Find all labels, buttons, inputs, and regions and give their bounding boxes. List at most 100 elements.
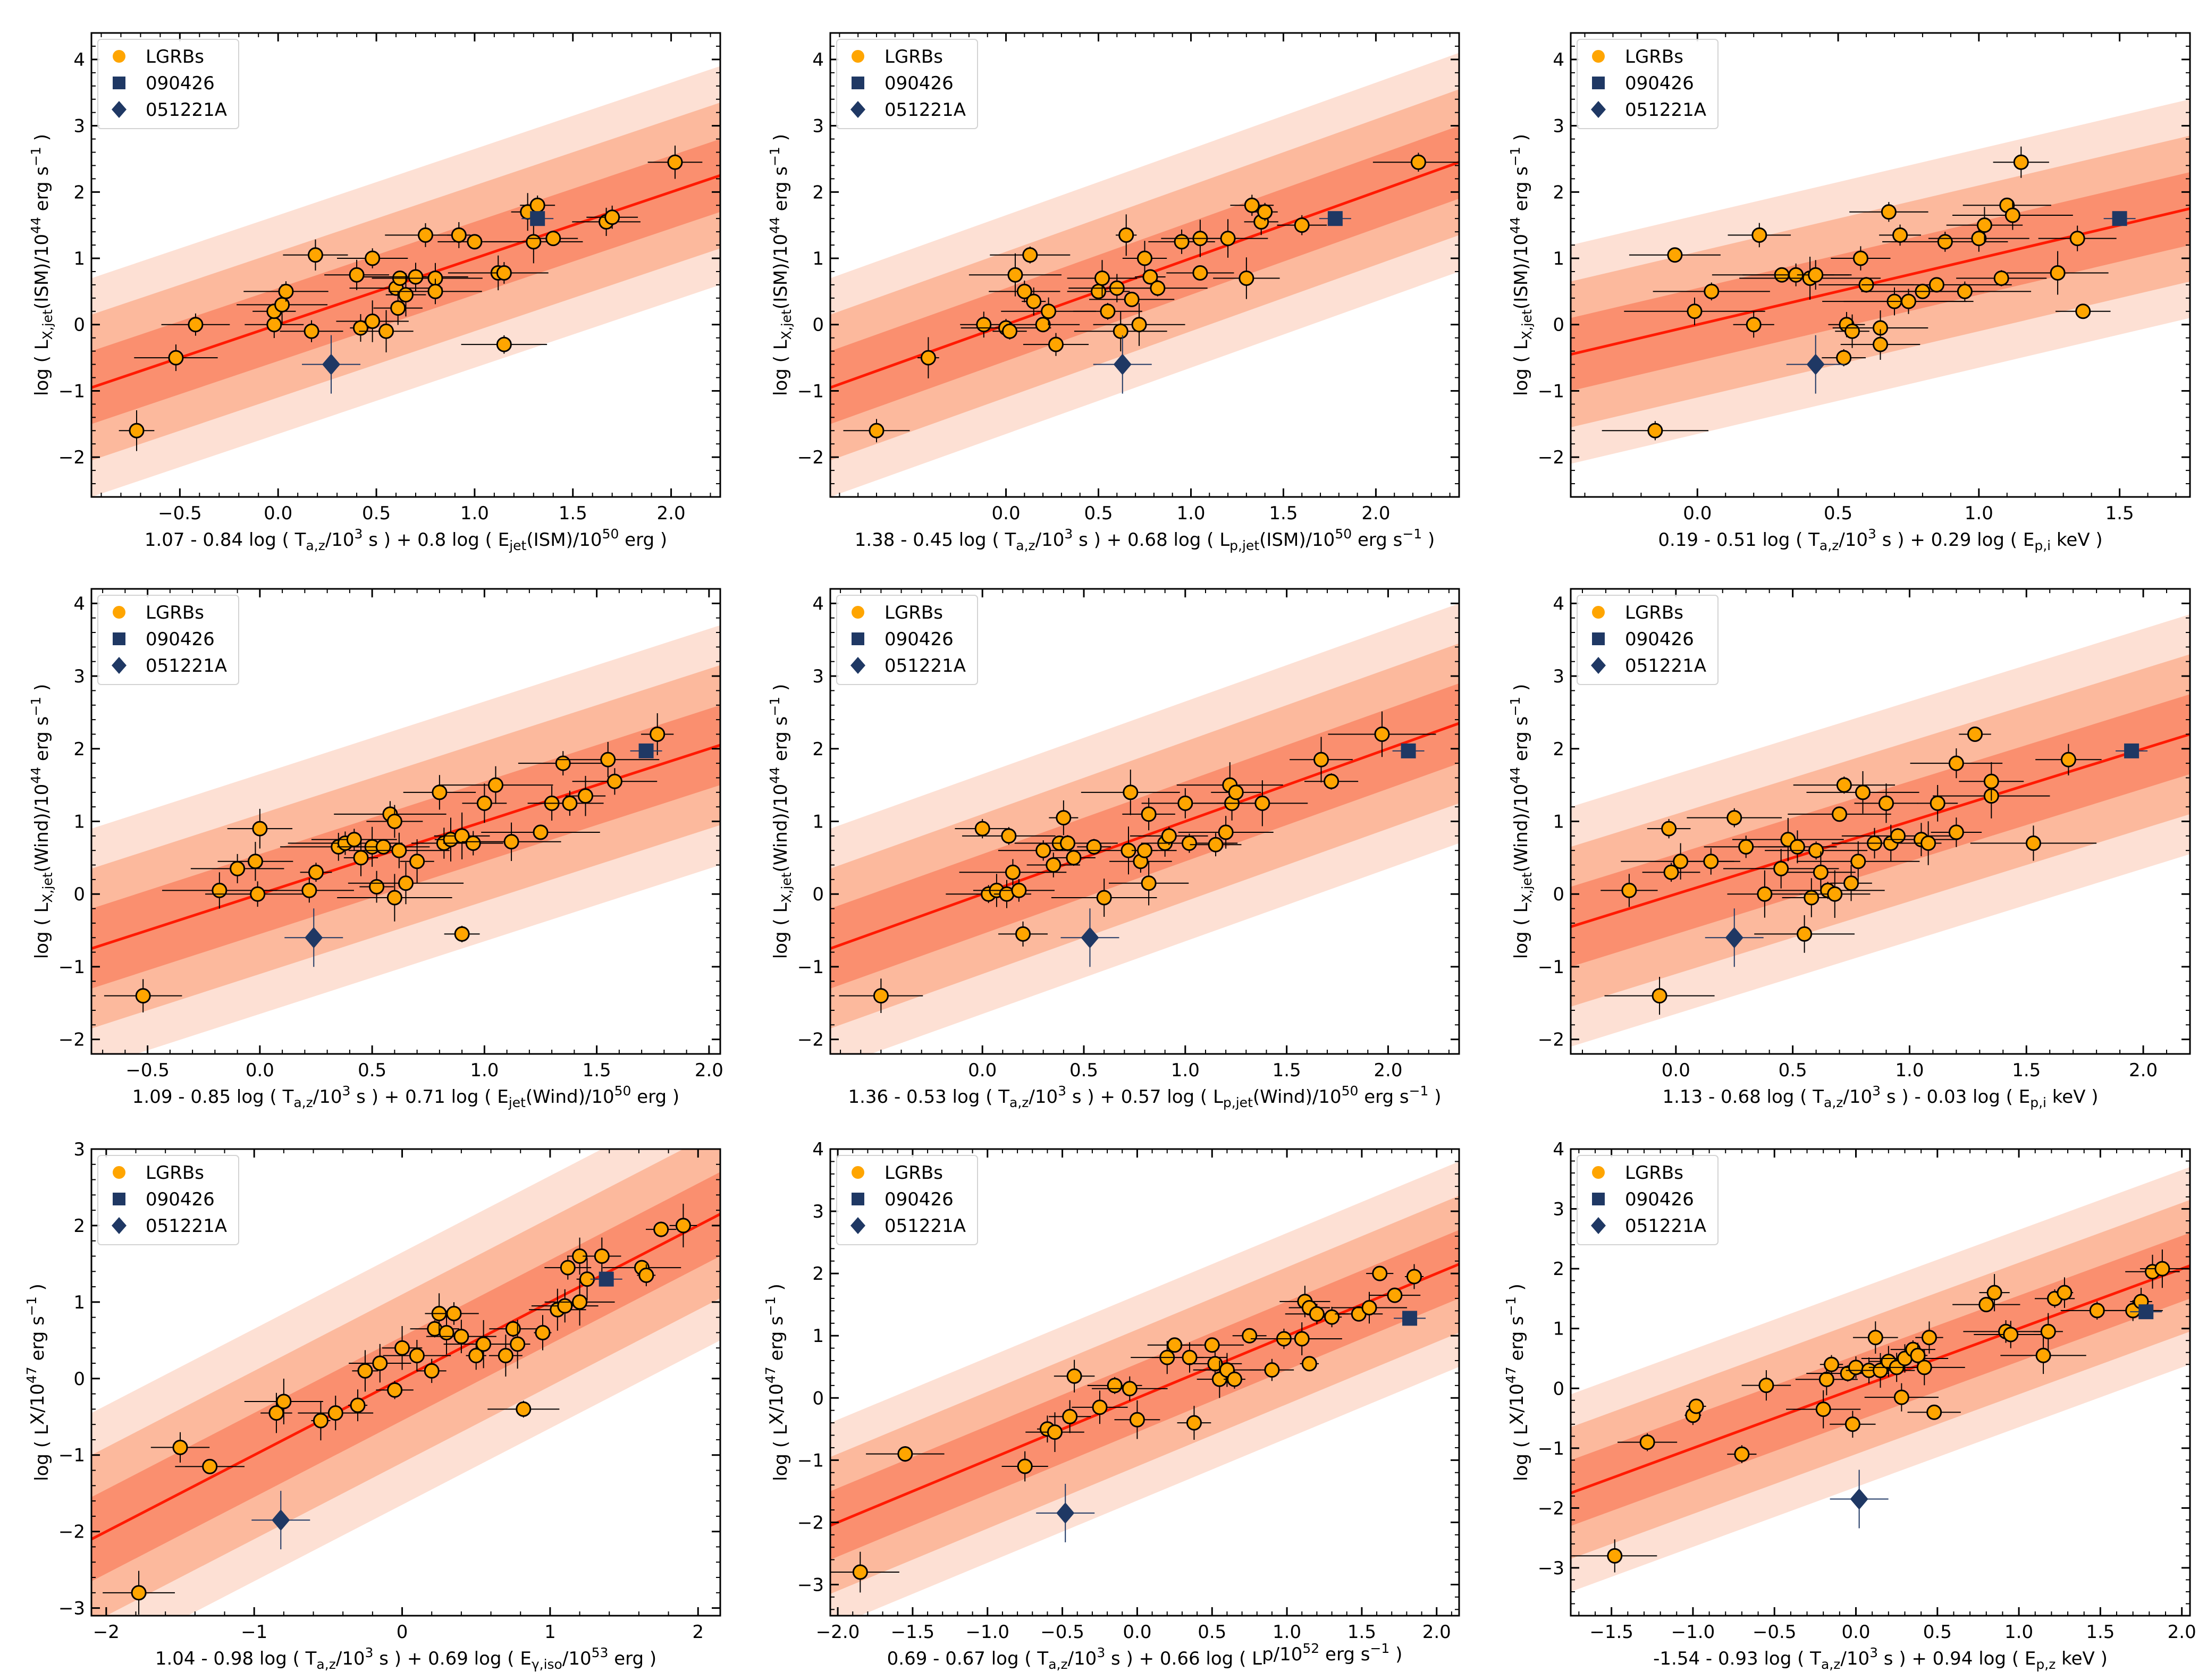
legend-item-LGRBs: LGRBs [113, 1162, 204, 1184]
y-tick-label: −1 [58, 381, 85, 402]
data-point [1328, 711, 1436, 757]
y-tick-label: 3 [812, 666, 824, 687]
axes-frame [90, 32, 721, 498]
y-tick-label: 0 [1553, 884, 1564, 905]
x-tick-label: 0.5 [1923, 1622, 1952, 1643]
data-point [1898, 281, 2032, 302]
y-tick-label: 2 [73, 1215, 85, 1237]
data-point [1788, 806, 1891, 822]
fit-line [91, 1212, 720, 1541]
legend: LGRBs 090426 051221A [836, 1155, 978, 1245]
data-point [389, 278, 482, 305]
data-point [337, 874, 452, 922]
data-point [434, 812, 490, 859]
data-point [382, 1326, 423, 1370]
data-point [1642, 863, 1700, 882]
data-point [348, 862, 464, 905]
axes-frame [829, 32, 1460, 498]
data-point [1799, 870, 1871, 918]
data-point [962, 827, 1056, 845]
data-point [426, 1320, 496, 1354]
special-point-090426 [2130, 1304, 2162, 1320]
data-point [373, 291, 423, 325]
data-point [1797, 260, 1834, 290]
legend-label: 051221A [885, 99, 966, 121]
x-tick-label: 0.5 [1824, 503, 1852, 524]
special-point-090426 [1394, 1311, 1426, 1326]
y-tick-label: 0 [812, 315, 824, 336]
data-point [1915, 1321, 1943, 1354]
data-point [352, 1350, 378, 1392]
x-tick-label: 2.0 [1361, 503, 1390, 524]
legend: LGRBs 090426 051221A [97, 39, 239, 129]
data-point [1952, 200, 2073, 230]
data-point [586, 205, 638, 229]
data-point [1797, 841, 1920, 882]
data-point [1979, 1274, 2010, 1312]
data-point [1369, 1287, 1421, 1303]
y-tick-label: −3 [797, 1574, 824, 1595]
y-tick-label: 0 [812, 1388, 824, 1409]
data-point [311, 1400, 331, 1441]
legend: LGRBs 090426 051221A [97, 595, 239, 685]
data-point [383, 1340, 451, 1372]
y-axis-label: log ( LX/1047 erg s−1 ) [763, 1284, 791, 1481]
data-point [1166, 265, 1234, 281]
x-axis-label: 1.36 - 0.53 log ( Ta,z/103 s ) + 0.57 lo… [848, 1083, 1441, 1110]
y-tick-label: 3 [1553, 666, 1564, 687]
x-tick-label: 2.0 [2129, 1060, 2158, 1081]
special-point-090426 [590, 1271, 622, 1287]
x-tick-label: 1.5 [2086, 1622, 2115, 1643]
special-point-051221A [1705, 908, 1764, 967]
legend-item-LGRBs: LGRBs [852, 602, 943, 623]
legend-label: LGRBs [885, 46, 943, 67]
legend-item-051221A: 051221A [1591, 99, 1706, 121]
legend-item-051221A: 051221A [1591, 1215, 1706, 1237]
data-point [104, 979, 182, 1012]
special-point-090426 [1319, 211, 1351, 226]
data-point [205, 881, 310, 907]
data-point [366, 805, 423, 838]
data-point [1727, 870, 1802, 918]
y-tick-label: 1 [1553, 1319, 1564, 1340]
plot-area [1571, 1167, 2190, 1592]
data-point [1366, 1265, 1394, 1281]
y-tick-label: −1 [58, 957, 85, 978]
y-tick-label: 0 [73, 315, 85, 336]
fit-line [1571, 207, 2190, 356]
x-tick-label: 0.0 [264, 503, 292, 524]
data-point [1602, 421, 1709, 441]
data-point [1114, 1400, 1160, 1439]
x-axis-label: 1.13 - 0.68 log ( Ta,z/103 s ) - 0.03 lo… [1662, 1083, 2098, 1110]
data-point [1831, 246, 1891, 271]
y-tick-label: 4 [812, 1139, 824, 1160]
y-axis-label: log ( LX,jet(Wind)/1044 erg s−1 ) [28, 684, 55, 959]
data-point [1089, 291, 1175, 307]
y-tick-label: 0 [73, 1369, 85, 1390]
data-point [669, 1203, 697, 1247]
x-tick-label: 0.5 [1779, 1060, 1807, 1081]
data-point [243, 281, 328, 302]
data-point [1224, 1370, 1245, 1389]
legend-item-051221A: 051221A [850, 1215, 966, 1237]
x-tick-label: 1.5 [2012, 1060, 2041, 1081]
y-tick-label: −1 [797, 957, 824, 978]
legend-label: 051221A [146, 1215, 227, 1237]
legend-label: 051221A [1625, 655, 1706, 677]
legend-label: 090426 [885, 629, 954, 650]
data-point [1372, 153, 1459, 172]
legend-item-051221A: 051221A [1591, 655, 1706, 677]
data-point [1907, 1404, 1961, 1420]
data-point [1624, 297, 1765, 325]
data-point [1277, 215, 1327, 235]
chart-panel-6: 0.0 0.5 1.0 1.5 2.0 −2 −1 0 1 2 3 4 1.13 - 0.68 log … [1507, 588, 2191, 1110]
data-point [1331, 1291, 1408, 1324]
data-point [1187, 219, 1268, 258]
data-point [1741, 1370, 1791, 1401]
data-point [1786, 1390, 1861, 1429]
fit-line [830, 1262, 1459, 1527]
data-point [1017, 835, 1118, 851]
data-point [227, 808, 293, 849]
legend-label: 090426 [146, 1189, 215, 1210]
x-tick-label: 0.5 [362, 503, 391, 524]
